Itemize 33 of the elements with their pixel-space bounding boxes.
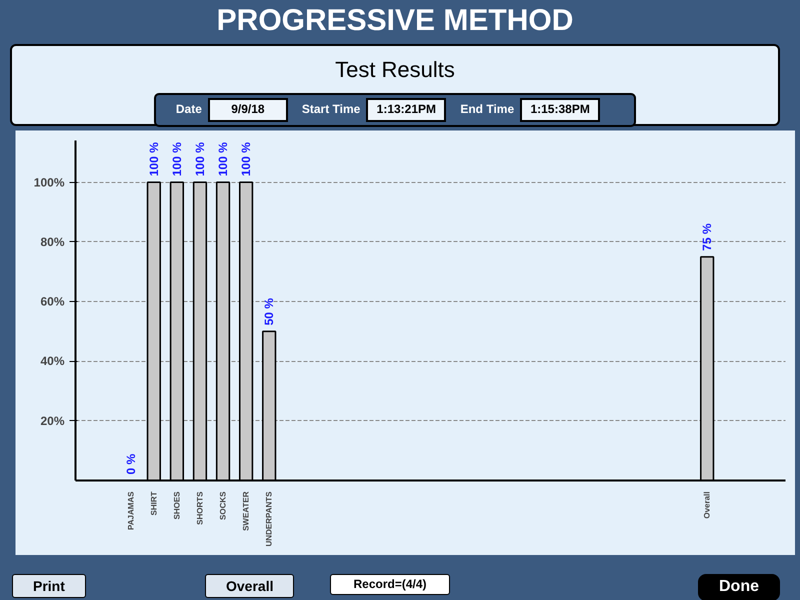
chart-subtitle: Test Results (334, 56, 456, 84)
data-label: 50 % (262, 298, 276, 326)
text: 1:15:38PM (520, 98, 600, 122)
x-tick-label: SHIRT (149, 491, 158, 516)
y-tick-label: 40% (40, 354, 65, 368)
x-tick-label: SHOES (172, 490, 182, 520)
x-tick-label: UNDERPANTS (264, 490, 274, 546)
y-tick-label: 20% (40, 414, 65, 428)
data-label: 100 % (192, 142, 207, 176)
text: Record=(4/4) (330, 574, 450, 596)
x-tick-label: SHORTS (195, 490, 204, 525)
data-label: 100 % (170, 142, 184, 176)
text: Date (176, 102, 202, 116)
y-tick-label: 100% (34, 175, 65, 190)
text: Start Time (302, 102, 360, 116)
data-label: 0 % (124, 453, 138, 474)
text: 1:13:21PM (366, 98, 446, 122)
chart-title: PROGRESSIVE METHOD (216, 3, 574, 39)
y-tick-label: 80% (40, 234, 65, 249)
text: Print (12, 574, 86, 598)
text: 9/9/18 (208, 98, 288, 122)
y-tick-label: 60% (40, 294, 65, 309)
text: Done (698, 574, 780, 600)
data-label: 100 % (239, 142, 254, 176)
x-tick-label: Overall (702, 491, 712, 519)
data-label: 75 % (700, 223, 714, 251)
data-label: 100 % (146, 142, 161, 176)
text: End Time (460, 102, 514, 116)
x-tick-label: SOCKS (218, 490, 228, 520)
x-tick-label: PAJAMAS (126, 490, 136, 530)
text: Overall (205, 574, 294, 598)
data-label: 100 % (216, 142, 230, 176)
x-tick-label: SWEATER (242, 491, 251, 531)
